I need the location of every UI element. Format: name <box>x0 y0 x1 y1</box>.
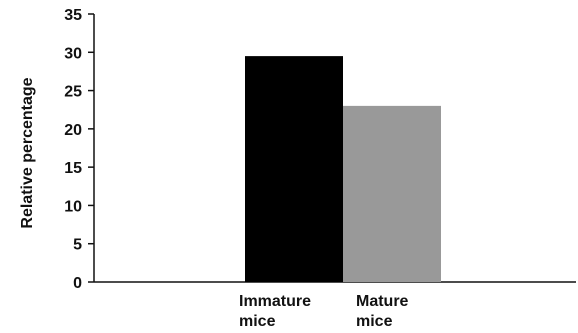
y-tick-label: 25 <box>64 84 82 101</box>
y-axis: 0 5 10 15 20 25 30 35 <box>64 7 95 292</box>
y-tick-label: 20 <box>64 122 82 139</box>
category-labels: Immature mice Mature mice <box>239 293 409 330</box>
bar-2 <box>343 105 441 282</box>
y-tick-label: 0 <box>73 275 82 292</box>
y-tick-label: 30 <box>64 45 82 62</box>
y-axis-title: Relative percentage <box>19 77 36 228</box>
category-label-2: Mature mice <box>356 293 409 330</box>
y-tick-label: 10 <box>64 198 82 215</box>
y-tick-label: 5 <box>73 237 82 254</box>
bars <box>245 56 441 282</box>
y-tick-label: 35 <box>64 7 82 24</box>
category-label-1: Immature mice <box>239 293 311 330</box>
y-tick-label: 15 <box>64 160 82 177</box>
bar-1 <box>245 56 343 282</box>
